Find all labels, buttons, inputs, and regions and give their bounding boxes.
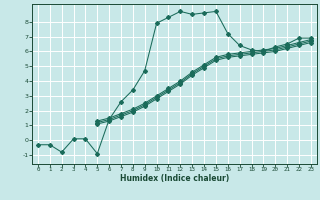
X-axis label: Humidex (Indice chaleur): Humidex (Indice chaleur) xyxy=(120,174,229,183)
